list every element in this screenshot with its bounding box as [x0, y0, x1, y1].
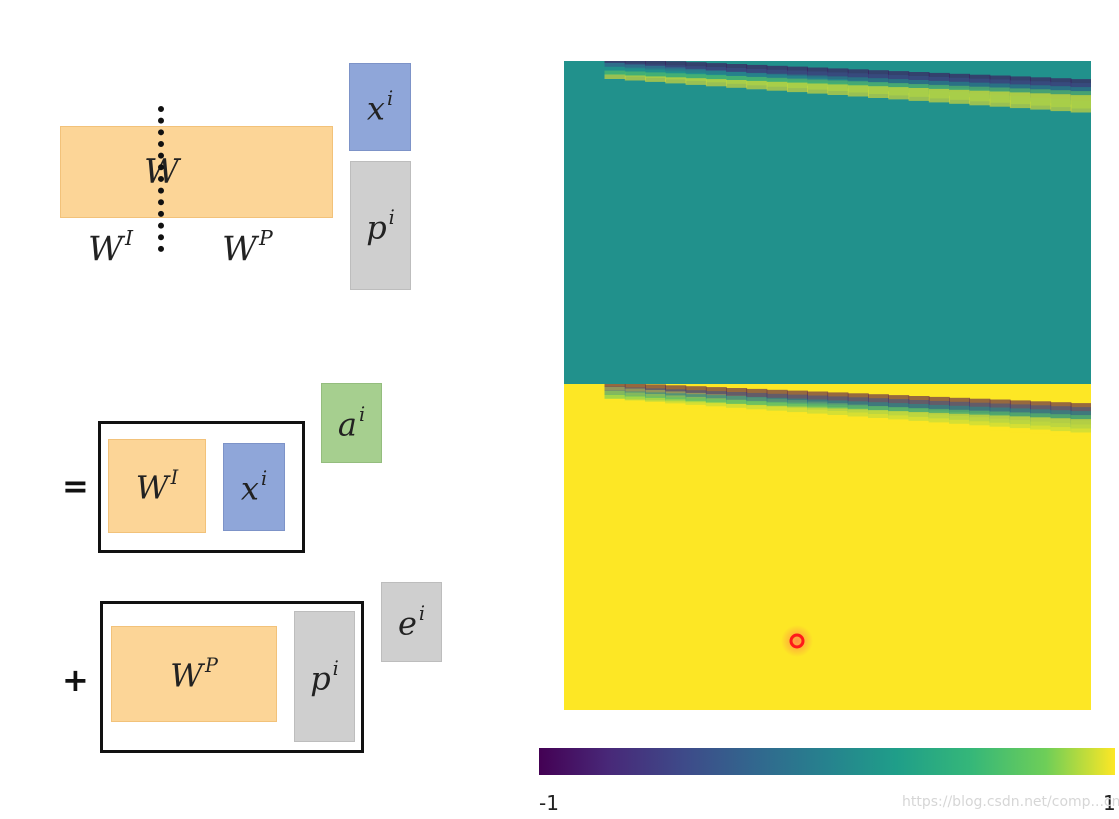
heatmap-top-half [564, 61, 1091, 384]
label-w-i: WI [88, 226, 134, 270]
colorbar [539, 748, 1115, 775]
colorbar-max-label: 1 [1103, 791, 1116, 815]
heatmap-bottom-half [564, 384, 1091, 710]
weight-matrix-w: W [60, 126, 333, 218]
product-frame-e [100, 601, 364, 753]
colorbar-min-label: -1 [539, 791, 559, 815]
highlight-marker [781, 625, 813, 657]
plus-sign: + [62, 661, 89, 699]
split-line [158, 106, 164, 252]
label-w-p: WP [222, 226, 273, 270]
watermark: https://blog.csdn.net/comp...cn [902, 794, 1119, 810]
product-frame-a [98, 421, 305, 553]
equals-sign: = [62, 467, 89, 505]
